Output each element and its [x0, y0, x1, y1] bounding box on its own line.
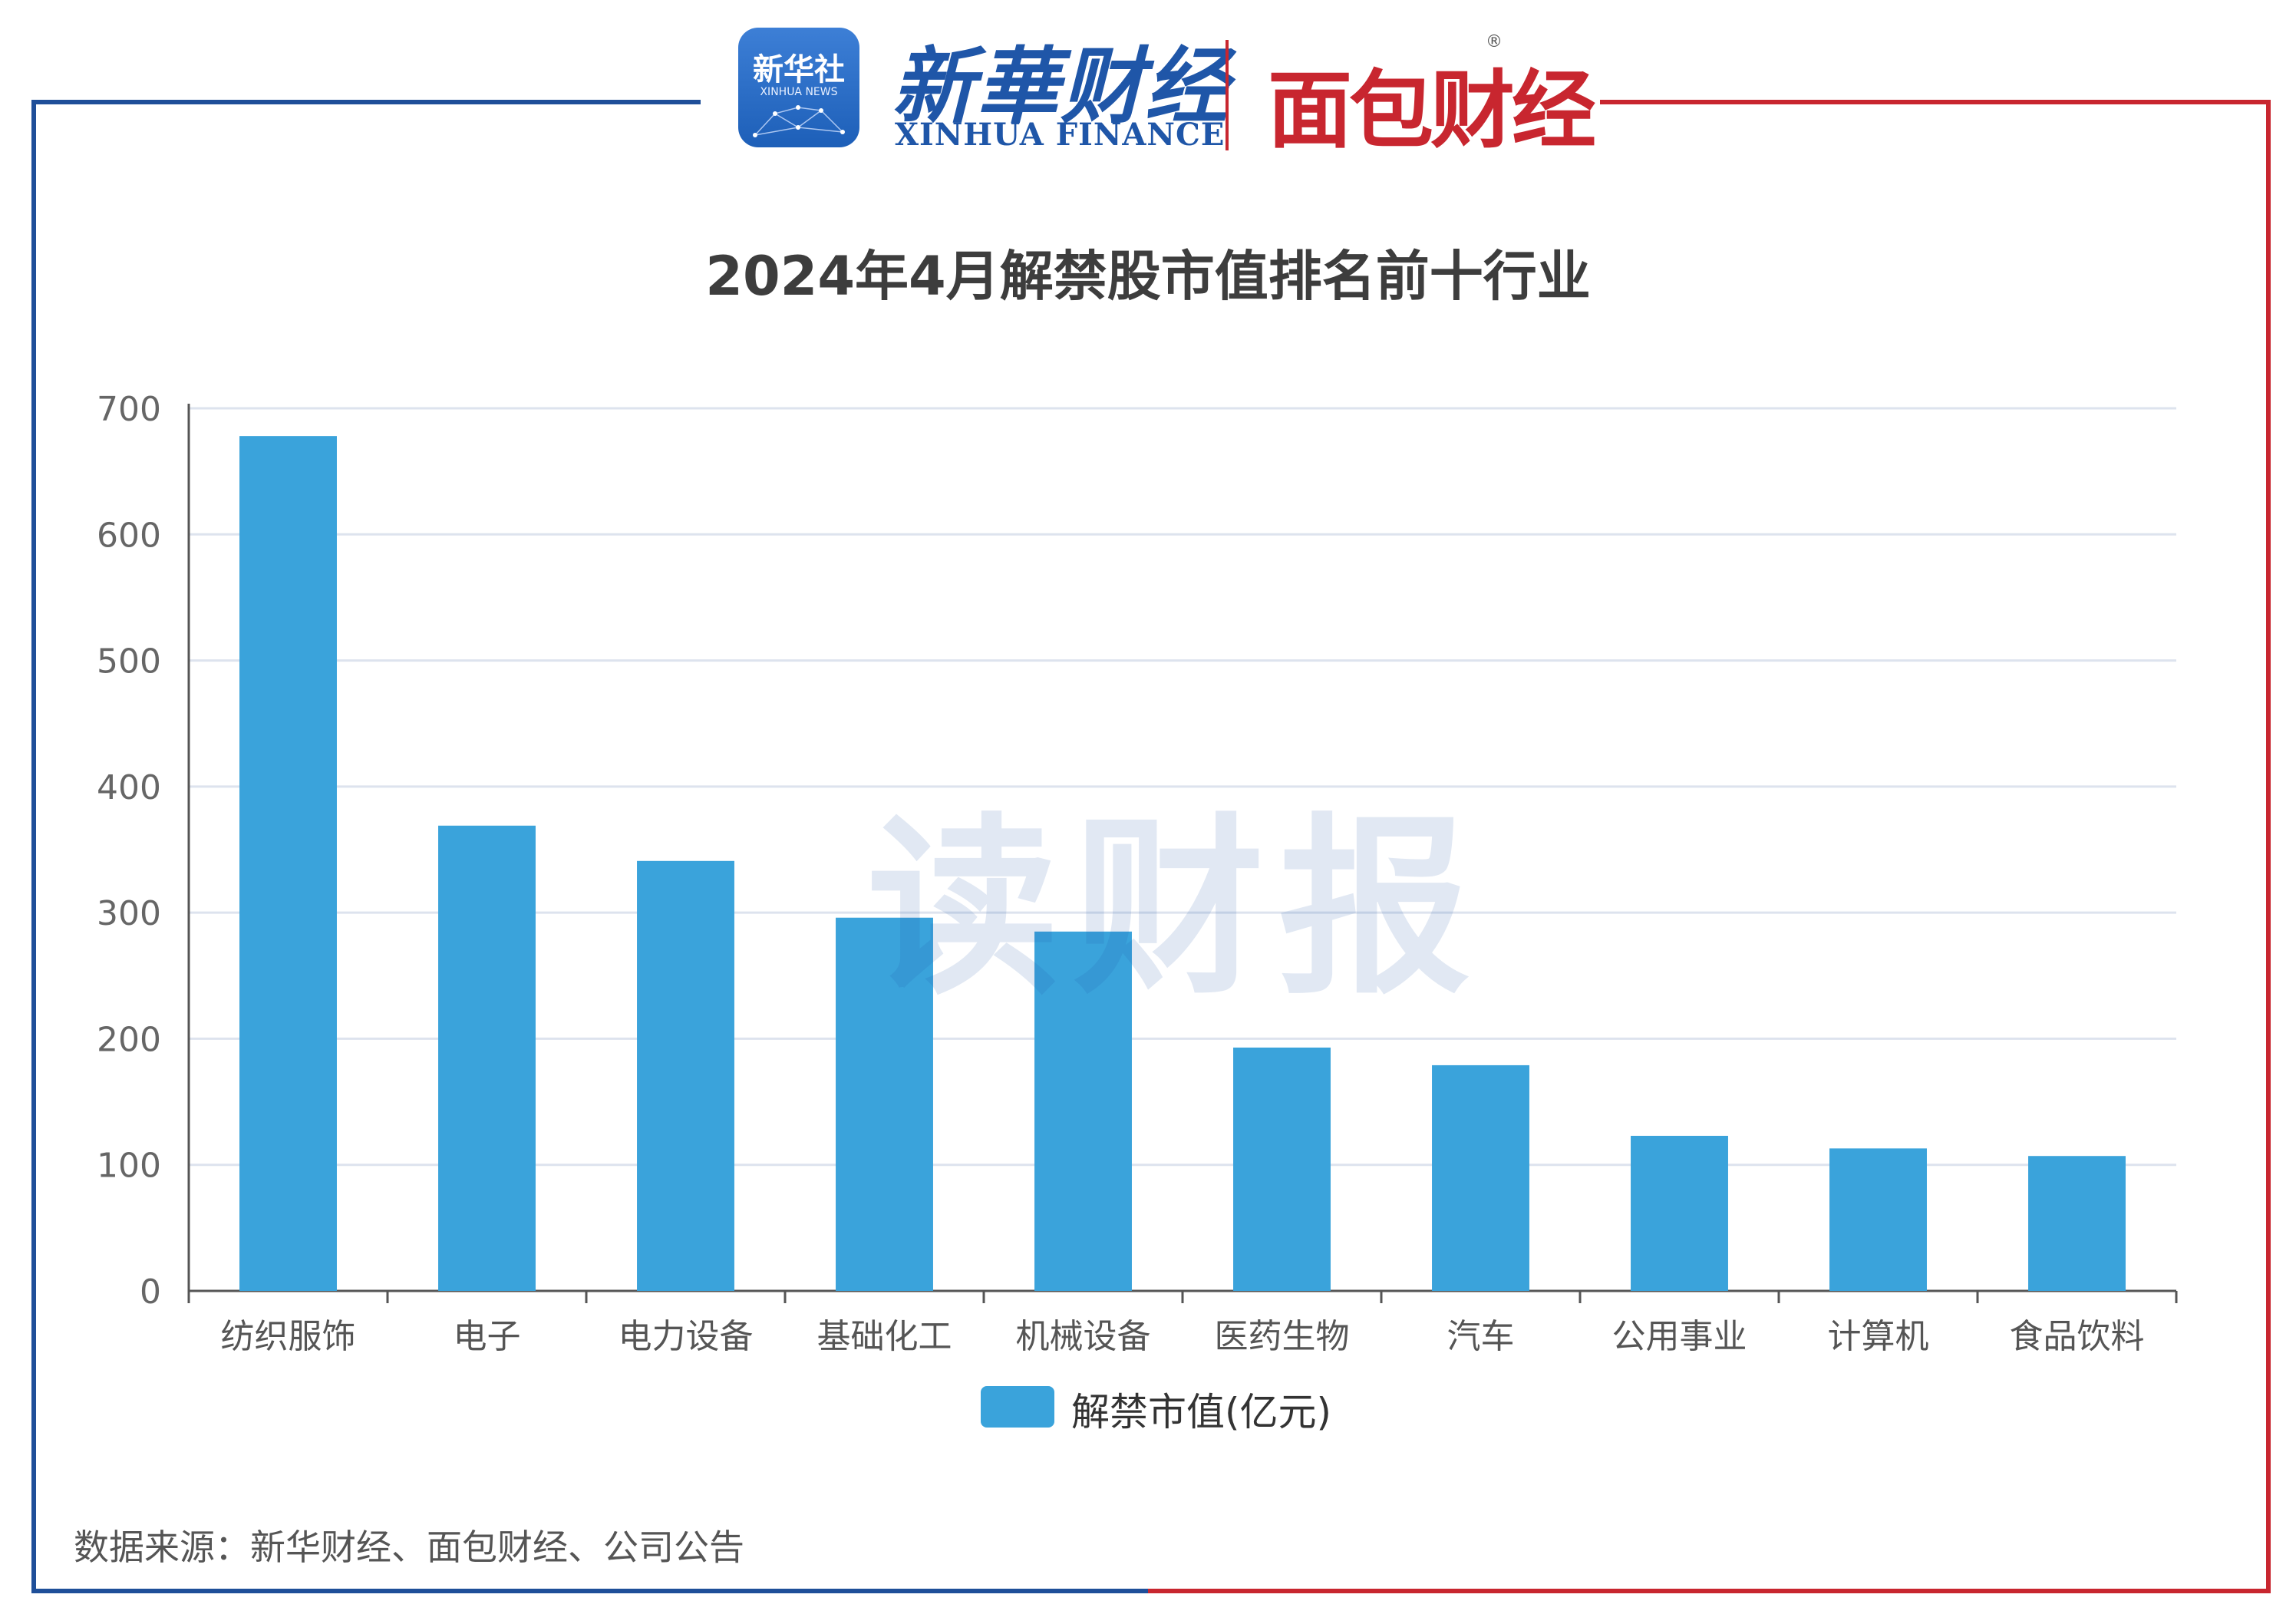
y-tick-label: 200	[97, 1020, 161, 1059]
y-tick-label: 0	[140, 1272, 161, 1312]
x-tick-label: 汽车	[1447, 1317, 1515, 1356]
bar-6[interactable]	[1233, 1047, 1331, 1291]
x-tick-label: 计算机	[1828, 1317, 1929, 1356]
bar-5[interactable]	[1034, 931, 1132, 1291]
bar-3[interactable]	[637, 860, 734, 1291]
y-tick-label: 600	[97, 516, 161, 555]
xinhua-finance-logo-en: XINHUA FINANCE	[895, 117, 1226, 153]
x-tick-label: 公用事业	[1612, 1317, 1747, 1356]
header-logos: 新华社 XINHUA NEWS 新華财经 XINHUA FINANCE 面包财经…	[0, 0, 2296, 169]
bar-4[interactable]	[836, 917, 933, 1291]
source-note: 数据来源：新华财经、面包财经、公司公告	[74, 1527, 744, 1568]
x-tick-label: 食品饮料	[2010, 1317, 2145, 1356]
logo-divider	[1226, 40, 1229, 150]
bar-10[interactable]	[2028, 1156, 2126, 1291]
y-tick-label: 500	[97, 642, 161, 682]
bar-9[interactable]	[1829, 1148, 1927, 1291]
frame-right-border	[1148, 100, 2271, 1593]
bar-7[interactable]	[1432, 1065, 1529, 1291]
network-icon	[753, 105, 845, 137]
mianbao-finance-logo: 面包财经	[1268, 61, 1596, 160]
bar-2[interactable]	[438, 825, 536, 1291]
legend-label[interactable]: 解禁市值(亿元)	[1071, 1390, 1332, 1434]
legend-swatch[interactable]	[981, 1386, 1054, 1428]
y-tick-label: 300	[97, 894, 161, 933]
y-tick-label: 400	[97, 768, 161, 807]
registered-mark: ®	[1486, 32, 1503, 51]
x-tick-label: 电力设备	[619, 1317, 754, 1356]
xinhua-news-badge: 新华社 XINHUA NEWS	[738, 28, 859, 147]
x-tick-label: 基础化工	[817, 1317, 952, 1356]
badge-en-text: XINHUA NEWS	[760, 86, 838, 98]
bar-8[interactable]	[1631, 1135, 1728, 1291]
bar-1[interactable]	[239, 436, 337, 1292]
xinhua-finance-logo-cn: 新華财经	[892, 38, 1230, 135]
x-tick-label: 机械设备	[1016, 1317, 1151, 1356]
frame-left-border	[31, 100, 1148, 1593]
y-tick-label: 700	[97, 390, 161, 429]
x-tick-label: 纺织服饰	[221, 1317, 356, 1356]
x-tick-label: 电子	[454, 1317, 521, 1356]
watermark: 读财报	[867, 797, 1484, 1020]
chart-title: 2024年4月解禁股市值排名前十行业	[705, 245, 1591, 308]
badge-cn-text: 新华社	[753, 52, 845, 87]
y-tick-label: 100	[97, 1147, 161, 1186]
x-tick-label: 医药生物	[1215, 1317, 1350, 1356]
